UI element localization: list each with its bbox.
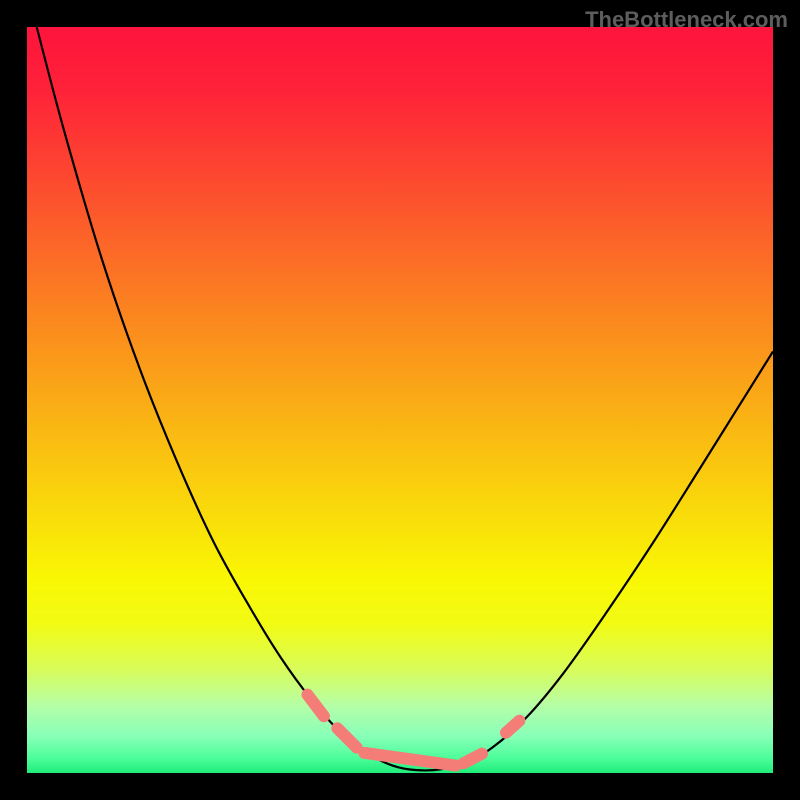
chart-svg [27,27,773,773]
watermark-text: TheBottleneck.com [585,7,788,33]
chart-root: TheBottleneck.com [0,0,800,800]
plot-area [27,27,773,773]
